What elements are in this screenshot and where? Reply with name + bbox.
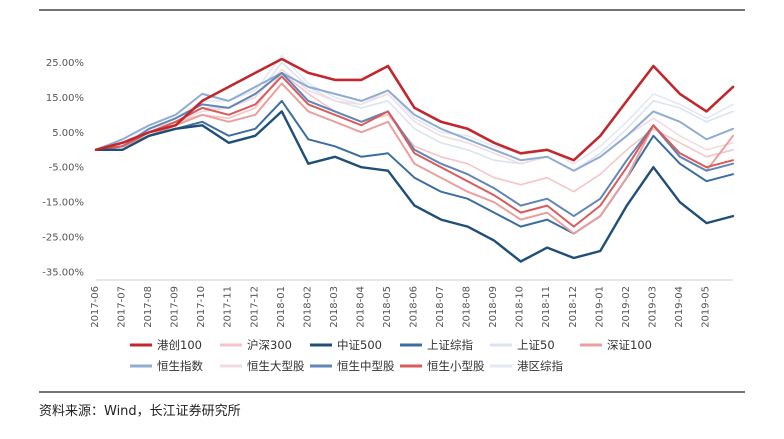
y-axis: 25.00% 15.00% 5.00% -5.00% -15.00% -25.00% -35… xyxy=(42,58,84,279)
series-line-5 xyxy=(95,82,734,235)
legend-label-4: 上证50 xyxy=(517,338,555,352)
legend-label-3: 上证综指 xyxy=(427,338,473,352)
x-tick-label: 2019-05 xyxy=(700,286,711,328)
x-tick-label: 2018-07 xyxy=(435,286,446,328)
x-tick-label: 2018-10 xyxy=(515,286,526,328)
legend-label-1: 沪深300 xyxy=(247,338,292,352)
x-tick-label: 2018-12 xyxy=(568,286,579,328)
legend-label-5: 深证100 xyxy=(607,338,652,352)
y-tick-label: 15.00% xyxy=(46,93,84,104)
y-tick-label: -15.00% xyxy=(42,198,84,209)
y-tick-label: 25.00% xyxy=(46,58,84,69)
x-tick-label: 2018-04 xyxy=(355,286,366,328)
x-tick-label: 2017-08 xyxy=(143,286,154,328)
x-tick-label: 2018-11 xyxy=(541,286,552,328)
legend-label-9: 恒生小型股 xyxy=(427,359,485,373)
y-tick-label: -35.00% xyxy=(42,268,84,279)
series-line-9 xyxy=(95,75,734,228)
x-tick-label: 2018-02 xyxy=(302,286,313,328)
x-tick-label: 2018-09 xyxy=(488,286,499,328)
x-tick-label: 2018-03 xyxy=(329,286,340,328)
x-axis: 2017-06 2017-07 2017-08 2017-09 2017-10 2017-… xyxy=(90,279,733,328)
series-line-6 xyxy=(95,71,734,172)
x-tick-label: 2018-01 xyxy=(276,286,287,328)
series-layer xyxy=(94,54,735,263)
legend-label-2: 中证500 xyxy=(337,338,382,352)
x-tick-label: 2018-05 xyxy=(382,286,393,328)
legend-label-0: 港创100 xyxy=(157,338,202,352)
y-tick-label: -25.00% xyxy=(42,233,84,244)
x-tick-label: 2018-08 xyxy=(462,286,473,328)
x-tick-label: 2019-03 xyxy=(647,286,658,328)
series-line-0 xyxy=(94,57,735,162)
x-tick-label: 2017-06 xyxy=(90,286,101,328)
series-line-8 xyxy=(95,71,734,218)
legend: 港创100 沪深300 中证500 上证综指 上证50 深证100 恒生指数 恒生大型股 恒生中… xyxy=(130,338,652,373)
series-line-2 xyxy=(94,110,735,263)
x-tick-label: 2017-10 xyxy=(196,286,207,328)
y-tick-label: 5.00% xyxy=(52,128,84,139)
series-line-4 xyxy=(95,61,734,172)
x-tick-label: 2019-01 xyxy=(594,286,605,328)
legend-label-6: 恒生指数 xyxy=(157,359,203,373)
legend-label-7: 恒生大型股 xyxy=(247,359,305,373)
x-tick-label: 2017-09 xyxy=(170,286,181,328)
source-note: 资料来源：Wind，长江证券研究所 xyxy=(39,404,241,419)
x-tick-label: 2018-06 xyxy=(409,286,420,328)
legend-label-8: 恒生中型股 xyxy=(337,359,395,373)
x-tick-label: 2019-02 xyxy=(621,286,632,328)
x-tick-label: 2019-04 xyxy=(674,286,685,328)
legend-label-10: 港区综指 xyxy=(517,359,563,373)
x-tick-label: 2017-07 xyxy=(117,286,128,328)
x-tick-label: 2017-11 xyxy=(223,286,234,328)
series-line-1 xyxy=(95,72,734,193)
x-tick-label: 2017-12 xyxy=(249,286,260,328)
y-tick-label: -5.00% xyxy=(49,163,84,174)
